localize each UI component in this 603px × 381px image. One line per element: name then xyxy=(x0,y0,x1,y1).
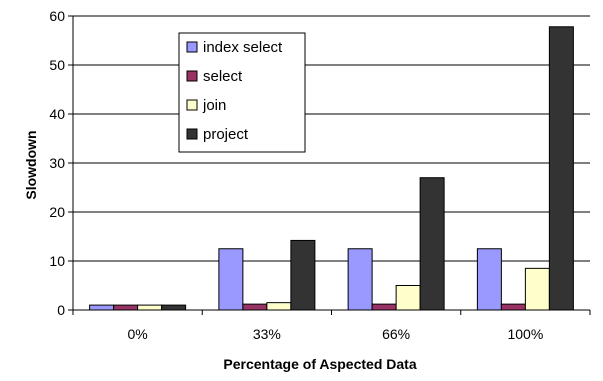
bar-join-0 xyxy=(137,304,163,311)
y-tick-label: 50 xyxy=(49,57,65,73)
bar-join-1 xyxy=(266,302,292,311)
legend-label: select xyxy=(203,68,243,85)
bar-select-1 xyxy=(242,303,268,311)
bar-project-1 xyxy=(290,239,316,311)
legend-swatch xyxy=(186,99,198,111)
gridlines xyxy=(73,15,590,262)
legend-label: project xyxy=(203,126,249,143)
legend-label: index select xyxy=(203,39,283,56)
axes xyxy=(68,15,591,315)
y-tick-label: 20 xyxy=(49,204,65,220)
bar-index-select-2 xyxy=(347,248,373,311)
bar-select-0 xyxy=(113,304,139,311)
x-axis-title: Percentage of Aspected Data xyxy=(223,356,416,372)
y-tick-label: 30 xyxy=(49,155,65,171)
legend-label: join xyxy=(202,97,226,114)
bar-index-select-3 xyxy=(476,248,502,311)
x-tick-label: 100% xyxy=(507,326,543,342)
x-tick-label: 0% xyxy=(128,326,148,342)
bar-join-3 xyxy=(524,267,550,311)
y-tick-label: 0 xyxy=(57,302,65,318)
y-tick-label: 10 xyxy=(49,253,65,269)
x-tick-label: 33% xyxy=(253,326,281,342)
x-tick-label: 66% xyxy=(382,326,410,342)
bar-project-3 xyxy=(548,26,574,311)
bar-project-2 xyxy=(419,177,445,311)
y-axis-title: Slowdown xyxy=(23,130,39,199)
bar-join-2 xyxy=(395,285,421,311)
tick-labels: 0 10 20 30 40 50 60 0% 33% 66% 100% xyxy=(49,8,543,342)
legend-swatch xyxy=(186,128,198,140)
bar-index-select-0 xyxy=(89,304,115,311)
bar-select-3 xyxy=(500,303,526,311)
bar-project-0 xyxy=(161,304,187,311)
y-tick-label: 40 xyxy=(49,106,65,122)
bar-index-select-1 xyxy=(218,248,244,311)
legend-box xyxy=(178,32,306,153)
legend: index select select join project xyxy=(178,32,306,153)
bar-select-2 xyxy=(371,303,397,311)
legend-swatch xyxy=(186,70,198,82)
y-tick-label: 60 xyxy=(49,8,65,24)
legend-swatch xyxy=(186,41,198,53)
bars xyxy=(89,26,574,311)
